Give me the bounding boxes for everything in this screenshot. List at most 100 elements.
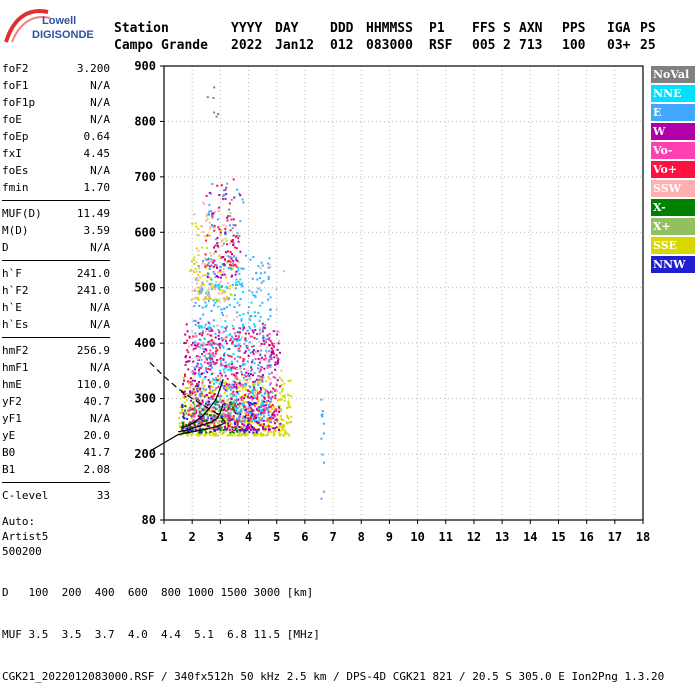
echo-point [274,422,277,425]
echo-point [186,387,189,390]
echo-point [196,396,199,399]
echo-point [223,392,226,395]
echo-point [255,434,258,437]
param-value: 241.0 [76,267,110,280]
echo-point [230,268,233,271]
echo-point [204,292,207,295]
echo-point [211,261,214,264]
echo-point [211,345,214,348]
echo-point [225,403,228,405]
param-value: N/A [90,361,110,374]
echo-point [235,385,238,388]
param-label: hmF1 [2,361,29,374]
echo-point [207,415,209,418]
echo-point [205,220,208,223]
echo-point [215,275,218,277]
echo-point [198,401,201,404]
echo-point [221,238,224,241]
x-tick-label: 5 [273,530,280,544]
echo-point [207,273,210,276]
echo-point [193,410,196,413]
echo-point [240,410,243,412]
echo-point [210,264,213,267]
echo-point [321,453,324,456]
echo-point [257,357,260,360]
echo-point [205,369,207,372]
echo-point [211,410,214,413]
echo-point [217,374,220,377]
echo-point [230,218,233,221]
echo-point [206,423,209,426]
echo-point [281,427,284,430]
echo-point [226,434,229,437]
x-tick-label: 13 [495,530,509,544]
echo-point [257,384,260,387]
echo-point [206,419,209,422]
echo-point [229,419,232,422]
echo-point [216,343,219,346]
echo-point [215,416,217,419]
echo-point [195,388,198,391]
echo-point [220,256,223,259]
echo-point [225,428,228,431]
echo-point [222,387,225,390]
echo-point [229,393,232,396]
echo-point [266,399,268,402]
footer-muf-values: 3.5 3.5 3.7 4.0 4.4 5.1 6.8 11.5 [MHz] [28,628,320,641]
echo-point [203,361,206,364]
echo-point [212,271,215,273]
echo-point [184,363,187,366]
param-row: D N/A [2,239,110,256]
echo-point [221,331,224,334]
echo-point [260,411,263,414]
echo-point [255,338,258,341]
param-value: N/A [90,318,110,331]
header-value: 713 [519,38,543,53]
echo-point [320,398,323,401]
echo-point [268,344,271,347]
echo-point [235,399,238,402]
echo-point [212,225,215,228]
echo-point [188,422,191,425]
echo-point [245,428,248,431]
echo-point [236,391,239,393]
echo-point [195,382,198,385]
echo-point [246,389,249,392]
echo-point [245,339,248,342]
echo-point [219,372,222,375]
echo-point [191,330,194,333]
echo-point [193,271,196,274]
echo-point [206,417,209,420]
echo-point [209,285,212,288]
echo-point [242,432,245,435]
echo-point [242,313,245,316]
echo-point [256,383,259,385]
echo-point [213,224,216,227]
echo-point [190,434,193,437]
echo-point [257,364,260,366]
echo-point [222,416,225,418]
echo-point [231,335,233,338]
echo-point [249,397,251,399]
echo-point [224,232,227,235]
echo-point [244,417,247,420]
param-value: 0.64 [83,130,111,143]
echo-point [202,394,205,397]
echo-point [206,425,209,428]
echo-point [321,415,324,418]
echo-point [254,315,257,317]
echo-point [263,404,265,407]
echo-point [206,280,209,283]
echo-point [277,427,280,430]
echo-point [205,247,208,249]
echo-point [254,358,257,361]
echo-point [204,330,207,333]
echo-point [225,390,228,393]
y-tick-label: 600 [134,225,156,239]
echo-point [215,432,218,435]
echo-point [281,388,284,390]
echo-point [234,425,237,428]
echo-point [272,434,275,437]
echo-point [222,399,225,402]
echo-point [238,272,241,275]
